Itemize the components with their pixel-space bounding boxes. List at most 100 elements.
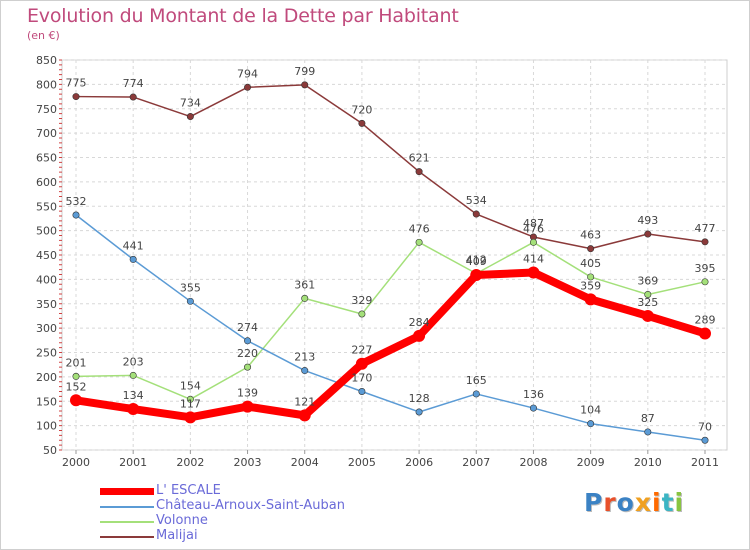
data-label-volonne-2000: 201 <box>66 356 87 369</box>
series-line-malijai <box>75 84 706 250</box>
point-l-escale-2011 <box>699 327 711 340</box>
y-tick-label-450: 450 <box>36 249 57 262</box>
y-tick-label-250: 250 <box>36 347 57 360</box>
point-volonne-2006 <box>415 238 423 246</box>
series-line-volonne <box>75 241 706 401</box>
y-tick-label-50: 50 <box>43 444 57 457</box>
data-label-malijai-2006: 621 <box>409 152 430 165</box>
point-chateau-arnoux-saint-auban-2005 <box>358 387 366 395</box>
data-label-chateau-arnoux-saint-auban-2006: 128 <box>409 392 430 405</box>
data-labels: 152 134 117 139 121 227 284 409 414 359 325 289 532 4… <box>66 65 716 433</box>
data-label-chateau-arnoux-saint-auban-2010: 87 <box>641 412 655 425</box>
x-tick-label-2007: 2007 <box>462 456 490 469</box>
point-l-escale-2001 <box>127 403 140 416</box>
point-chateau-arnoux-saint-auban-2001 <box>129 255 137 263</box>
y-tick-label-300: 300 <box>36 322 57 335</box>
data-label-volonne-2002: 154 <box>180 379 201 392</box>
data-label-volonne-2006: 476 <box>409 222 430 235</box>
x-tick-label-2000: 2000 <box>62 456 90 469</box>
y-tick-label-600: 600 <box>36 176 57 189</box>
gridlines <box>61 59 728 451</box>
data-label-chateau-arnoux-saint-auban-2001: 441 <box>123 239 144 252</box>
data-label-l-escale-2011: 289 <box>695 313 716 326</box>
point-volonne-2008 <box>529 238 537 246</box>
data-label-volonne-2007: 412 <box>466 254 487 267</box>
data-label-malijai-2008: 487 <box>523 217 544 230</box>
point-malijai-2010 <box>644 230 652 238</box>
point-volonne-2010 <box>644 290 652 298</box>
x-tick-label-2005: 2005 <box>348 456 376 469</box>
point-malijai-2007 <box>472 210 480 218</box>
legend-swatch-chateau-arnoux <box>100 506 154 508</box>
data-label-malijai-2001: 774 <box>123 77 144 90</box>
x-tick-label-2002: 2002 <box>176 456 204 469</box>
data-label-l-escale-2004: 121 <box>294 395 315 408</box>
y-tick-label-550: 550 <box>36 200 57 213</box>
data-label-chateau-arnoux-saint-auban-2007: 165 <box>466 374 487 387</box>
chart-title: Evolution du Montant de la Dette par Hab… <box>27 5 459 27</box>
data-label-volonne-2010: 369 <box>637 274 658 287</box>
data-label-malijai-2007: 534 <box>466 194 487 207</box>
point-l-escale-2000 <box>70 394 82 407</box>
chart-subtitle: (en €) <box>27 29 60 42</box>
logo-letter: i <box>652 488 662 517</box>
point-volonne-2005 <box>358 310 366 318</box>
data-label-l-escale-2005: 227 <box>351 344 372 357</box>
point-malijai-2000 <box>72 93 80 101</box>
legend-label-chateau-arnoux: Château-Arnoux-Saint-Auban <box>156 498 345 513</box>
x-tick-label-2004: 2004 <box>291 456 319 469</box>
series-line-l-escale <box>72 268 709 422</box>
y-tick-label-100: 100 <box>36 420 57 433</box>
data-label-volonne-2001: 203 <box>123 355 144 368</box>
point-volonne-2003 <box>244 363 252 371</box>
data-label-malijai-2003: 794 <box>237 67 258 80</box>
data-label-volonne-2008: 476 <box>523 222 544 235</box>
point-chateau-arnoux-saint-auban-2008 <box>529 404 537 412</box>
legend-label-lescale: L' ESCALE <box>156 483 221 498</box>
legend-label-volonne: Volonne <box>156 513 208 528</box>
data-label-l-escale-2010: 325 <box>637 296 658 309</box>
data-label-chateau-arnoux-saint-auban-2005: 170 <box>351 372 372 385</box>
data-label-volonne-2009: 405 <box>580 257 601 270</box>
x-tick-label-2003: 2003 <box>234 456 262 469</box>
point-l-escale-2003 <box>241 400 254 413</box>
data-label-chateau-arnoux-saint-auban-2004: 213 <box>294 351 315 364</box>
data-label-l-escale-2002: 117 <box>180 397 201 410</box>
y-tick-label-500: 500 <box>36 225 57 238</box>
series-line-chateau-arnoux-saint-auban <box>75 214 706 441</box>
point-volonne-2009 <box>587 273 595 281</box>
y-tick-label-850: 850 <box>36 54 57 67</box>
point-l-escale-2009 <box>584 293 597 306</box>
data-label-volonne-2005: 329 <box>351 294 372 307</box>
y-tick-label-650: 650 <box>36 152 57 165</box>
logo-letter: r <box>603 488 617 517</box>
x-tick-label-2008: 2008 <box>519 456 547 469</box>
data-label-volonne-2003: 220 <box>237 347 258 360</box>
data-label-malijai-2009: 463 <box>580 229 601 242</box>
legend-swatch-lescale <box>100 488 154 495</box>
logo-letter: x <box>634 488 652 517</box>
data-label-chateau-arnoux-saint-auban-2011: 70 <box>698 420 712 433</box>
y-tick-label-400: 400 <box>36 273 57 286</box>
point-l-escale-2002 <box>184 411 197 424</box>
point-malijai-2011 <box>701 238 709 246</box>
logo-letter: o <box>616 488 635 517</box>
y-tick-label-350: 350 <box>36 298 57 311</box>
series-lines <box>70 81 711 444</box>
y-tick-label-150: 150 <box>36 395 57 408</box>
legend-label-malijai: Malijai <box>156 528 198 543</box>
proxiti-logo: Proxiti <box>584 488 684 517</box>
data-label-l-escale-2003: 139 <box>237 387 258 400</box>
data-label-volonne-2004: 361 <box>294 278 315 291</box>
data-label-malijai-2000: 775 <box>66 77 87 90</box>
data-label-chateau-arnoux-saint-auban-2003: 274 <box>237 321 258 334</box>
data-label-l-escale-2008: 414 <box>523 253 544 266</box>
data-label-l-escale-2000: 152 <box>66 380 87 393</box>
point-chateau-arnoux-saint-auban-2011 <box>701 436 709 444</box>
x-tick-label-2010: 2010 <box>634 456 662 469</box>
legend-swatch-volonne <box>100 521 154 523</box>
point-chateau-arnoux-saint-auban-2004 <box>301 367 309 375</box>
data-label-chateau-arnoux-saint-auban-2009: 104 <box>580 404 601 417</box>
data-label-l-escale-2001: 134 <box>123 389 144 402</box>
data-label-malijai-2011: 477 <box>695 222 716 235</box>
